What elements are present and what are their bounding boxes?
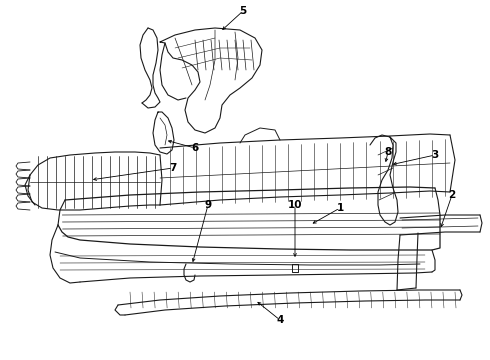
Text: 6: 6 — [192, 143, 198, 153]
Text: 9: 9 — [204, 200, 212, 210]
Text: 7: 7 — [170, 163, 177, 173]
Text: 8: 8 — [384, 147, 392, 157]
Text: 3: 3 — [431, 150, 439, 160]
Text: 5: 5 — [240, 6, 246, 16]
Text: 1: 1 — [336, 203, 343, 213]
Text: 10: 10 — [288, 200, 302, 210]
Text: 2: 2 — [448, 190, 456, 200]
Text: 4: 4 — [276, 315, 284, 325]
